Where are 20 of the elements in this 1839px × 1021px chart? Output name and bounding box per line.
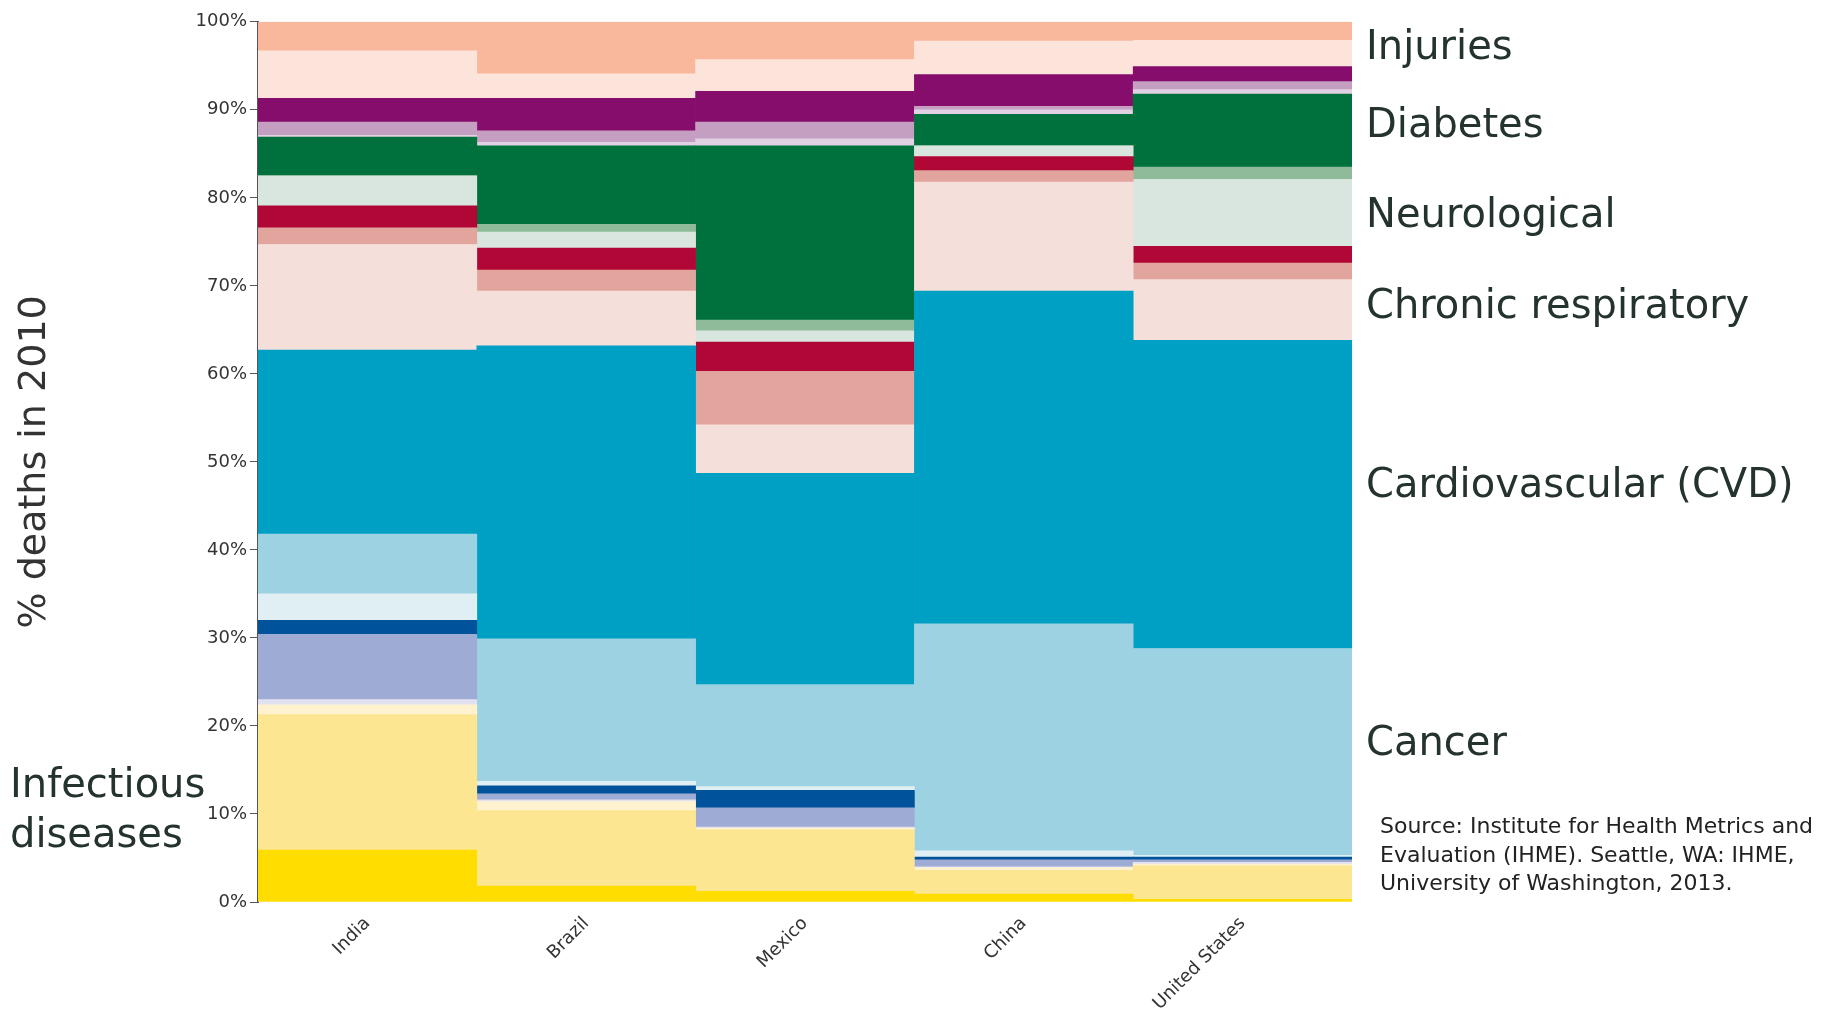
text: Cardiovascular (CVD) bbox=[1366, 459, 1795, 508]
y-tick-label: 0% bbox=[218, 889, 247, 911]
y-tick-label: 50% bbox=[206, 449, 247, 471]
source-note: Source: Institute for Health Metrics and Evaluation (IHME). Seattle, WA: IHME, University of Washington, 2013. bbox=[1380, 812, 1815, 898]
y-tick-label: 80% bbox=[206, 185, 247, 207]
y-axis-title: % deaths in 2010 bbox=[9, 295, 54, 629]
text: Injuries bbox=[1366, 21, 1514, 70]
text: Cancer bbox=[1366, 717, 1508, 766]
text: Chronic respiratory bbox=[1366, 280, 1751, 329]
y-tick-label: 40% bbox=[206, 537, 247, 559]
text: Infectious diseases bbox=[10, 760, 206, 856]
y-tick-label: 70% bbox=[206, 273, 247, 295]
y-tick-label: 90% bbox=[206, 97, 247, 119]
y-tick-label: 10% bbox=[206, 801, 247, 823]
y-tick-label: 60% bbox=[206, 361, 247, 383]
y-tick-label: 100% bbox=[195, 9, 247, 31]
text: Diabetes bbox=[1366, 99, 1545, 148]
y-tick-label: 20% bbox=[206, 713, 247, 735]
text: Neurological bbox=[1366, 189, 1617, 238]
y-tick-label: 30% bbox=[206, 625, 247, 647]
